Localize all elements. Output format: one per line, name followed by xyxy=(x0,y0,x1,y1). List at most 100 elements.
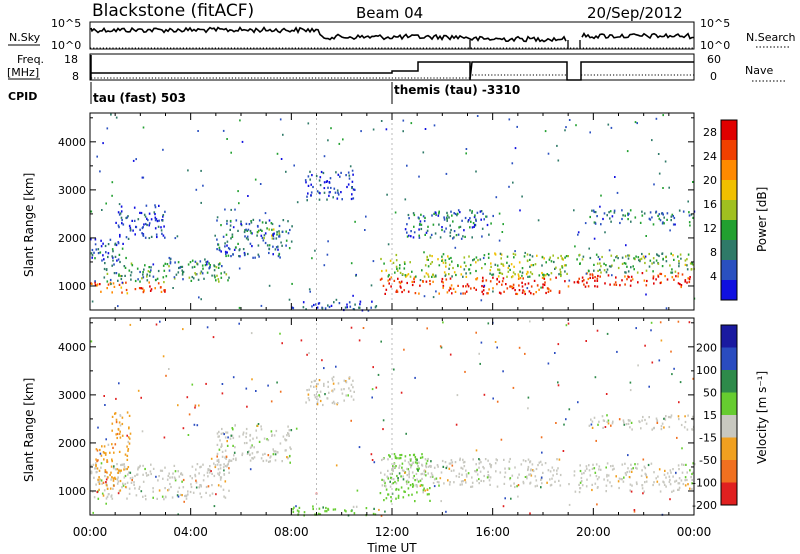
cell xyxy=(579,469,582,473)
cell xyxy=(273,232,275,235)
cell xyxy=(187,169,189,172)
cell xyxy=(547,469,550,472)
cell xyxy=(409,261,411,264)
cell xyxy=(471,236,473,239)
cell xyxy=(222,432,225,435)
cell xyxy=(656,419,659,422)
cell xyxy=(163,281,165,284)
cell xyxy=(490,466,492,469)
cell xyxy=(530,468,532,471)
cell xyxy=(404,262,406,265)
cell xyxy=(432,296,435,299)
cell xyxy=(526,259,529,263)
cell xyxy=(683,426,686,429)
cell xyxy=(109,278,112,282)
cell xyxy=(109,487,112,490)
cell xyxy=(680,285,682,289)
cell xyxy=(156,235,158,239)
cell xyxy=(97,480,100,484)
cell xyxy=(665,260,668,263)
cell xyxy=(129,226,132,229)
cell xyxy=(92,463,95,466)
cell xyxy=(219,478,222,481)
cell xyxy=(238,306,241,309)
cell xyxy=(328,181,331,184)
cell xyxy=(100,290,102,293)
cell xyxy=(326,253,329,256)
cell xyxy=(287,232,290,235)
cell xyxy=(223,463,225,466)
cell xyxy=(232,253,234,256)
cell xyxy=(609,217,611,220)
cell xyxy=(127,215,129,218)
cell xyxy=(349,389,352,392)
cell xyxy=(188,276,191,279)
cell xyxy=(455,423,458,426)
cell xyxy=(323,384,325,387)
cell xyxy=(573,470,576,473)
cell xyxy=(187,490,189,493)
cell xyxy=(415,472,418,476)
cell xyxy=(651,139,653,142)
cell xyxy=(115,221,117,224)
cell xyxy=(410,458,412,461)
cell xyxy=(542,286,544,289)
cell xyxy=(418,236,421,239)
cell xyxy=(217,266,220,269)
cell xyxy=(181,273,184,276)
cell xyxy=(579,487,581,490)
cell xyxy=(611,215,614,218)
cell xyxy=(129,432,132,435)
cell xyxy=(665,476,667,479)
cell xyxy=(102,481,105,484)
cell xyxy=(124,474,127,478)
cell xyxy=(548,274,550,277)
cell xyxy=(157,479,159,482)
cell xyxy=(139,464,141,467)
cell xyxy=(424,489,426,492)
cell xyxy=(189,475,192,478)
cell xyxy=(142,271,144,274)
cell xyxy=(430,233,433,236)
cell xyxy=(173,464,176,467)
cell xyxy=(656,254,659,257)
cell xyxy=(355,274,357,277)
cell xyxy=(574,245,576,248)
cell xyxy=(421,477,423,480)
cell xyxy=(389,455,391,458)
cell xyxy=(402,496,405,499)
cell xyxy=(251,444,253,447)
cell xyxy=(118,469,120,472)
cell xyxy=(655,259,658,262)
cell xyxy=(666,212,669,215)
cell xyxy=(148,266,150,269)
cell xyxy=(449,353,452,356)
cell xyxy=(288,247,291,250)
cell xyxy=(123,476,126,479)
cell xyxy=(491,273,493,276)
cell xyxy=(432,481,435,485)
colorbar-swatch xyxy=(721,240,737,261)
cell xyxy=(529,512,531,515)
cell xyxy=(509,285,511,288)
cell xyxy=(531,463,534,466)
cell xyxy=(180,472,183,475)
cell xyxy=(443,218,446,221)
cell xyxy=(145,204,148,207)
cell xyxy=(97,426,99,429)
cell xyxy=(470,220,472,223)
cell xyxy=(449,277,452,280)
cell xyxy=(265,221,267,224)
cell xyxy=(275,246,278,249)
cell xyxy=(227,254,230,257)
cell xyxy=(588,247,590,250)
cell xyxy=(307,397,310,400)
cell xyxy=(521,285,524,288)
cell xyxy=(686,258,688,261)
cell xyxy=(199,492,201,495)
cell xyxy=(393,463,395,466)
cell xyxy=(521,291,524,294)
cell xyxy=(154,206,157,209)
nsearch-tick-top: 10^5 xyxy=(700,17,730,30)
cell xyxy=(557,256,559,260)
